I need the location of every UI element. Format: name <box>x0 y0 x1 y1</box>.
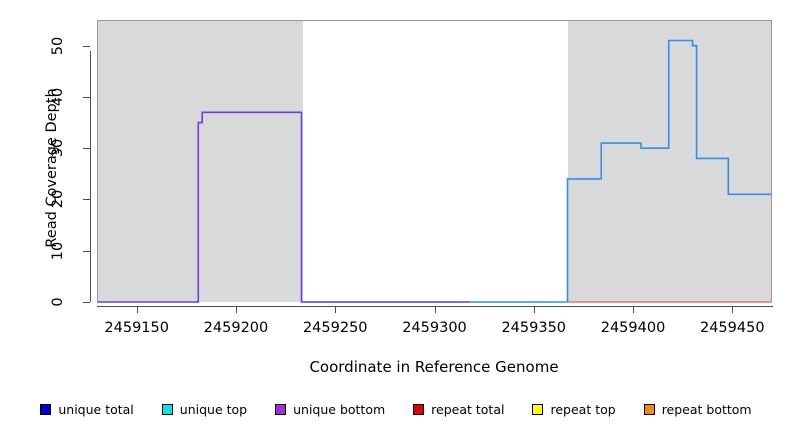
legend-item: repeat top <box>532 401 616 417</box>
x-tick-label: 2459150 <box>104 320 169 336</box>
y-tick-mark <box>83 302 90 303</box>
legend-label: repeat bottom <box>661 401 752 417</box>
legend-swatch-icon <box>161 403 173 415</box>
legend-swatch-icon <box>275 403 287 415</box>
x-tick-mark <box>434 306 436 313</box>
series-line <box>470 39 772 303</box>
legend-swatch-icon <box>643 403 655 415</box>
x-tick-label: 2459200 <box>203 320 269 336</box>
y-tick-mark <box>83 96 90 98</box>
x-tick-label: 2459250 <box>302 320 368 336</box>
series-line <box>97 111 471 303</box>
legend-item: unique top <box>161 401 248 417</box>
x-tick-label: 2459450 <box>699 320 765 336</box>
y-tick-label: 50 <box>50 36 66 55</box>
x-tick-mark <box>732 306 734 313</box>
x-tick-label: 2459350 <box>501 320 567 336</box>
x-tick-mark <box>235 306 237 313</box>
y-tick-mark <box>83 250 90 252</box>
legend-item: unique bottom <box>275 402 385 417</box>
x-tick-label: 2459400 <box>600 320 666 336</box>
legend-label: unique bottom <box>293 401 386 417</box>
legend-swatch-icon <box>532 403 544 415</box>
legend-label: unique top <box>179 401 248 417</box>
x-tick-label: 2459300 <box>402 320 467 336</box>
legend-label: repeat top <box>550 401 616 417</box>
plot-area <box>97 20 772 303</box>
x-tick-mark <box>533 306 535 313</box>
x-tick-mark <box>136 306 138 313</box>
y-tick-label: 0 <box>50 297 66 307</box>
legend-label: unique total <box>58 401 134 417</box>
legend-label: repeat total <box>431 401 505 417</box>
legend-item: repeat bottom <box>643 401 752 417</box>
legend-item: unique total <box>40 401 134 417</box>
y-tick-label: 10 <box>50 241 66 260</box>
legend-swatch-icon <box>413 403 425 415</box>
chart-legend: unique total unique top unique bottom repea… <box>0 398 792 420</box>
y-tick-label: 30 <box>50 138 66 158</box>
series-lines <box>97 39 772 303</box>
y-tick-mark <box>83 199 90 201</box>
y-tick-label: 20 <box>50 190 66 209</box>
y-axis-line <box>90 51 91 302</box>
x-axis-title: Coordinate in Reference Genome <box>309 358 559 376</box>
shaded-region <box>97 20 304 302</box>
legend-item: repeat total <box>413 402 504 417</box>
y-tick-label: 40 <box>50 87 66 107</box>
y-tick-mark <box>83 148 90 150</box>
y-tick-mark <box>83 45 90 47</box>
x-tick-mark <box>335 306 337 313</box>
x-tick-mark <box>633 306 635 313</box>
legend-swatch-icon <box>40 403 52 415</box>
